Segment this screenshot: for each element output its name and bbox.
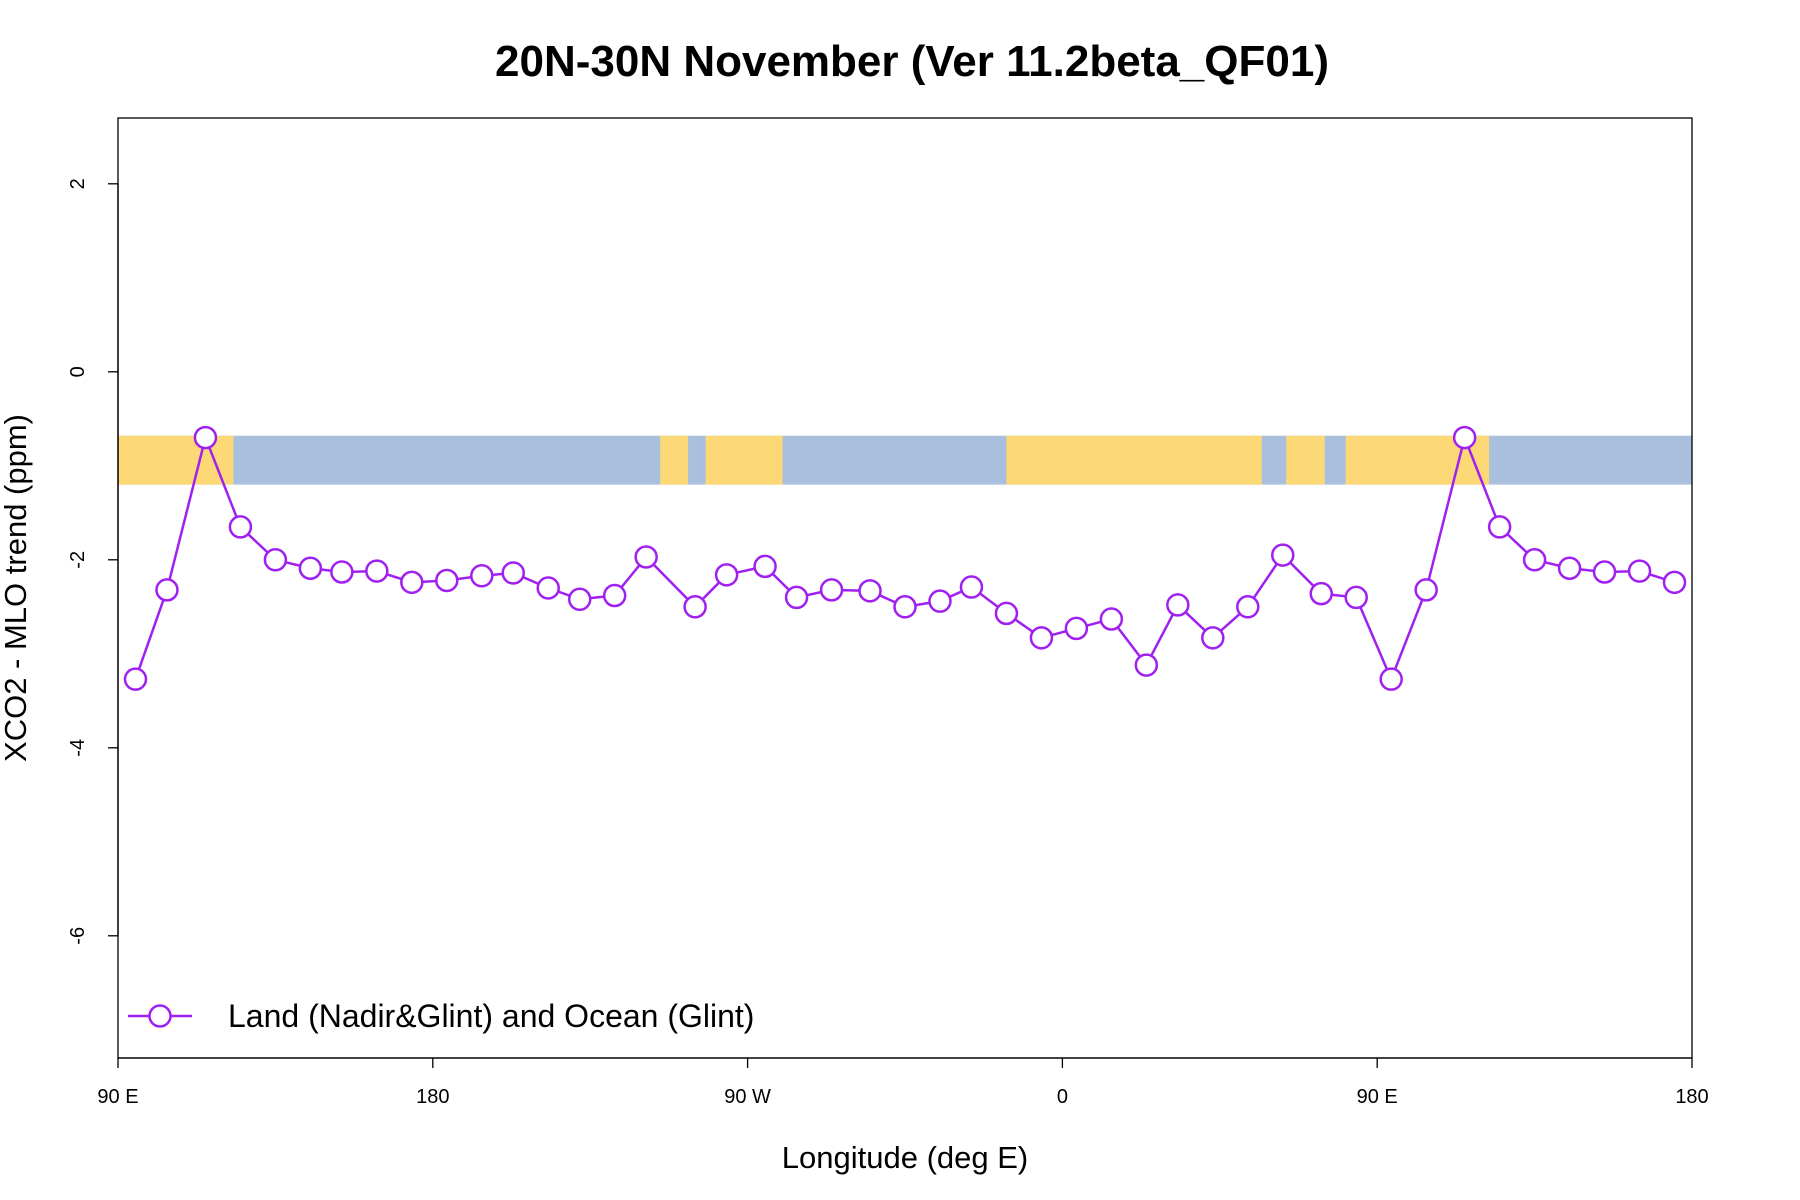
x-axis-label: Longitude (deg E) bbox=[782, 1140, 1028, 1175]
data-point bbox=[536, 576, 560, 600]
data-point bbox=[263, 548, 288, 572]
data-point bbox=[714, 563, 739, 587]
data-point bbox=[1236, 595, 1260, 619]
data-point bbox=[567, 587, 592, 612]
data-point bbox=[959, 575, 984, 599]
data-point bbox=[893, 595, 917, 619]
land-segment bbox=[705, 435, 783, 485]
data-point bbox=[819, 578, 844, 602]
data-point bbox=[1201, 626, 1225, 650]
series-layer bbox=[123, 425, 1687, 691]
data-point bbox=[298, 556, 323, 581]
data-point bbox=[1271, 543, 1295, 567]
x-axis: 90 E 180 90 W 0 90 E 180 bbox=[97, 1057, 1709, 1108]
land-segment bbox=[660, 435, 689, 485]
data-point bbox=[1344, 585, 1368, 610]
y-tick-label: -6 bbox=[67, 927, 89, 945]
land-segment bbox=[1286, 435, 1325, 485]
y-tick-label: -2 bbox=[67, 551, 89, 569]
data-point bbox=[858, 579, 882, 603]
data-point bbox=[470, 564, 494, 588]
legend-label: Land (Nadir&Glint) and Ocean (Glint) bbox=[228, 998, 754, 1034]
data-point bbox=[994, 601, 1019, 626]
data-point bbox=[123, 667, 148, 691]
data-point bbox=[365, 559, 389, 583]
data-point bbox=[1064, 616, 1089, 641]
x-tick-label: 90 E bbox=[1357, 1086, 1398, 1108]
land-segment bbox=[118, 435, 234, 485]
data-point bbox=[501, 561, 525, 585]
data-point bbox=[928, 589, 952, 613]
y-axis: 2 0 -2 -4 -6 bbox=[67, 178, 119, 945]
data-point bbox=[1627, 559, 1652, 583]
data-point bbox=[400, 570, 424, 595]
x-tick-label: 180 bbox=[416, 1086, 449, 1108]
chart-title: 20N-30N November (Ver 11.2beta_QF01) bbox=[495, 37, 1329, 86]
y-tick-label: -4 bbox=[67, 739, 89, 757]
land-segment bbox=[1006, 435, 1262, 485]
data-point bbox=[193, 425, 218, 450]
data-point bbox=[1557, 556, 1582, 581]
data-point bbox=[1592, 560, 1617, 584]
data-point bbox=[1487, 515, 1512, 539]
data-point bbox=[753, 554, 777, 579]
data-point bbox=[1379, 667, 1403, 691]
x-tick-label: 90 E bbox=[97, 1086, 138, 1108]
y-tick-label: 0 bbox=[67, 366, 89, 377]
data-point bbox=[602, 583, 627, 608]
data-point bbox=[228, 515, 253, 539]
data-point bbox=[1099, 607, 1124, 631]
data-point bbox=[435, 568, 459, 593]
data-point bbox=[634, 545, 658, 569]
data-point bbox=[1309, 581, 1333, 606]
x-tick-label: 90 W bbox=[724, 1086, 771, 1108]
data-point bbox=[155, 578, 179, 602]
data-point bbox=[683, 595, 707, 619]
x-tick-label: 180 bbox=[1675, 1086, 1708, 1108]
y-axis-label: XCO2 - MLO trend (ppm) bbox=[0, 414, 33, 762]
data-point bbox=[330, 560, 354, 584]
data-point bbox=[1522, 548, 1547, 572]
data-point bbox=[1452, 425, 1477, 450]
plot-area-frame bbox=[117, 117, 1693, 1059]
data-point bbox=[1029, 626, 1054, 650]
data-point bbox=[1662, 570, 1687, 595]
data-point bbox=[784, 585, 809, 610]
data-point bbox=[1166, 593, 1190, 617]
y-tick-label: 2 bbox=[67, 178, 89, 189]
legend: Land (Nadir&Glint) and Ocean (Glint) bbox=[128, 998, 754, 1034]
x-tick-label: 0 bbox=[1057, 1086, 1068, 1108]
legend-marker-swatch bbox=[148, 1004, 172, 1028]
data-point bbox=[1414, 578, 1438, 602]
data-point bbox=[1134, 653, 1159, 677]
